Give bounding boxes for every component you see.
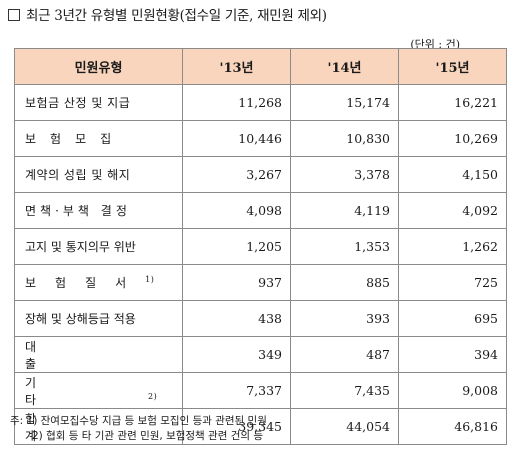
cell-2015: 10,269 bbox=[398, 120, 507, 157]
total-row: 합계 39,345 44,054 46,816 bbox=[14, 408, 507, 445]
cell-2013: 7,337 bbox=[182, 372, 291, 409]
cell-2015: 695 bbox=[398, 300, 507, 337]
cell-2014: 3,378 bbox=[290, 156, 399, 193]
title-text: 최근 3년간 유형별 민원현황(접수일 기준, 재민원 제외) bbox=[26, 8, 327, 24]
cell-2014: 487 bbox=[290, 336, 399, 373]
header-category: 민원유형 bbox=[14, 48, 183, 85]
table-row: 면책·부책 결정 4,098 4,119 4,092 bbox=[14, 192, 507, 229]
header-row: 민원유형 '13년 '14년 '15년 bbox=[14, 48, 507, 85]
cell-2013: 1,205 bbox=[182, 228, 291, 265]
table-row: 대출 349 487 394 bbox=[14, 336, 507, 373]
table-row: 보험질서1) 937 885 725 bbox=[14, 264, 507, 301]
footnote-1: 주: 1) 잔여모집수당 지급 등 보험 모집인 등과 관련된 민원 bbox=[10, 415, 267, 427]
cell-2013: 438 bbox=[182, 300, 291, 337]
table-row: 장해 및 상해등급 적용 438 393 695 bbox=[14, 300, 507, 337]
footnotes: 주: 1) 잔여모집수당 지급 등 보험 모집인 등과 관련된 민원 2) 협회… bbox=[10, 414, 267, 444]
cell-2015: 46,816 bbox=[398, 408, 507, 445]
cell-2013: 39,345 bbox=[182, 408, 291, 445]
table-title: 최근 3년간 유형별 민원현황(접수일 기준, 재민원 제외) bbox=[8, 4, 327, 24]
footnote-ref-1: 1) bbox=[145, 275, 155, 284]
cell-2015: 9,008 bbox=[398, 372, 507, 409]
row-label: 면책·부책 결정 bbox=[14, 192, 183, 229]
row-label: 합계 bbox=[14, 408, 183, 445]
cell-2015: 1,262 bbox=[398, 228, 507, 265]
cell-2014: 393 bbox=[290, 300, 399, 337]
cell-2014: 15,174 bbox=[290, 84, 399, 121]
row-label: 대출 bbox=[14, 336, 183, 373]
cell-2014: 1,353 bbox=[290, 228, 399, 265]
cell-2015: 394 bbox=[398, 336, 507, 373]
row-label: 기타2) bbox=[14, 372, 183, 409]
row-label: 고지 및 통지의무 위반 bbox=[14, 228, 183, 265]
cell-2015: 4,150 bbox=[398, 156, 507, 193]
table-row: 보험금 산정 및 지급 11,268 15,174 16,221 bbox=[14, 84, 507, 121]
cell-2013: 349 bbox=[182, 336, 291, 373]
cell-2014: 4,119 bbox=[290, 192, 399, 229]
cell-2015: 16,221 bbox=[398, 84, 507, 121]
row-label: 계약의 성립 및 해지 bbox=[14, 156, 183, 193]
cell-2013: 10,446 bbox=[182, 120, 291, 157]
cell-2014: 44,054 bbox=[290, 408, 399, 445]
footnote-ref-2: 2) bbox=[148, 391, 158, 401]
cell-2014: 7,435 bbox=[290, 372, 399, 409]
cell-2015: 725 bbox=[398, 264, 507, 301]
cell-2014: 10,830 bbox=[290, 120, 399, 157]
complaints-table: 민원유형 '13년 '14년 '15년 보험금 산정 및 지급 11,268 1… bbox=[14, 48, 507, 445]
unit-label: (단위 : 건) bbox=[410, 38, 460, 51]
row-label: 보험질서1) bbox=[14, 264, 183, 301]
header-2015: '15년 bbox=[398, 48, 507, 85]
table-row: 계약의 성립 및 해지 3,267 3,378 4,150 bbox=[14, 156, 507, 193]
cell-2013: 3,267 bbox=[182, 156, 291, 193]
footnote-2: 2) 협회 등 타 기관 관련 민원, 보험정책 관련 건의 등 bbox=[32, 430, 264, 442]
table-row: 기타2) 7,337 7,435 9,008 bbox=[14, 372, 507, 409]
table-row: 고지 및 통지의무 위반 1,205 1,353 1,262 bbox=[14, 228, 507, 265]
checkbox-square-icon bbox=[8, 8, 20, 21]
cell-2015: 4,092 bbox=[398, 192, 507, 229]
header-2013: '13년 bbox=[182, 48, 291, 85]
row-label: 보험금 산정 및 지급 bbox=[14, 84, 183, 121]
row-label: 보험모집 bbox=[14, 120, 183, 157]
cell-2013: 11,268 bbox=[182, 84, 291, 121]
cell-2014: 885 bbox=[290, 264, 399, 301]
cell-2013: 4,098 bbox=[182, 192, 291, 229]
row-label: 장해 및 상해등급 적용 bbox=[14, 300, 183, 337]
cell-2013: 937 bbox=[182, 264, 291, 301]
table-row: 보험모집 10,446 10,830 10,269 bbox=[14, 120, 507, 157]
header-2014: '14년 bbox=[290, 48, 399, 85]
